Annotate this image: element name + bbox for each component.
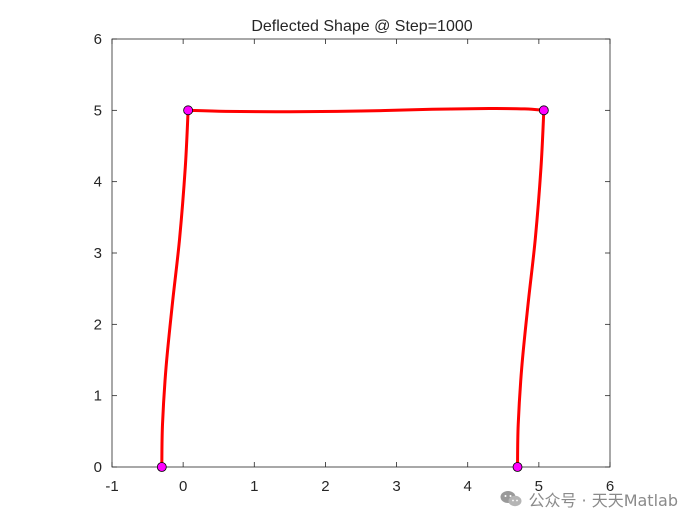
node-marker-3 <box>183 105 194 116</box>
nodes-group <box>156 105 549 472</box>
wechat-icon <box>500 491 522 507</box>
x-tick-label: 3 <box>392 478 400 495</box>
node-marker-4 <box>538 105 549 116</box>
x-tick-label: 2 <box>321 478 329 495</box>
x-tick-label: -1 <box>105 478 118 495</box>
y-tick-label: 0 <box>94 459 102 476</box>
watermark: 公众号 · 天天Matlab <box>500 487 678 511</box>
deflected-member-line-3 <box>516 108 546 469</box>
x-tick-label: 1 <box>250 478 258 495</box>
deflected-member-line-2 <box>186 107 546 114</box>
y-tick-label: 5 <box>94 102 102 119</box>
watermark-text: 公众号 · 天天Matlab <box>528 491 678 510</box>
chart-title: Deflected Shape @ Step=1000 <box>251 18 472 35</box>
node-marker-2 <box>512 462 523 472</box>
x-tick-label: 5 <box>535 478 543 495</box>
x-tick-label: 6 <box>606 478 614 495</box>
y-tick-label: 3 <box>94 245 102 262</box>
series-group <box>160 107 546 469</box>
x-tick-label: 0 <box>179 478 187 495</box>
y-tick-label: 4 <box>94 174 102 191</box>
y-tick-label: 1 <box>94 388 102 405</box>
deflected-member-line-1 <box>160 108 190 469</box>
node-marker-1 <box>156 462 167 472</box>
y-tick-label: 6 <box>94 31 102 48</box>
x-tick-label: 4 <box>464 478 472 495</box>
y-tick-label: 2 <box>94 316 102 333</box>
